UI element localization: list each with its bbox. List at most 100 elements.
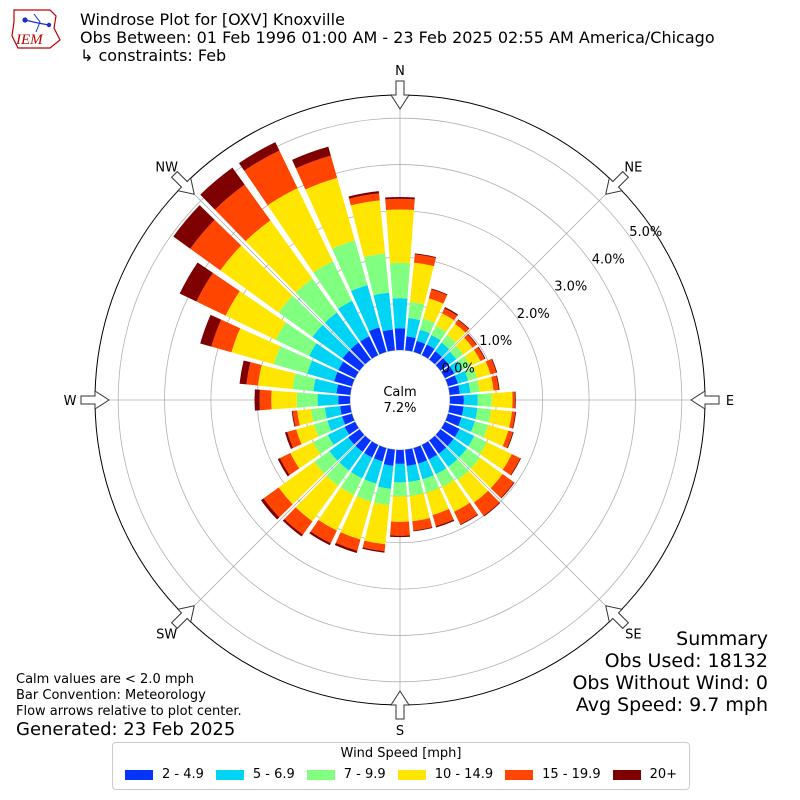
bar-130-bin-3 [470,457,503,489]
bar-350-bin-0 [382,329,395,352]
bar-20-bin-2 [419,318,435,334]
bar-350-bin-3 [350,200,386,258]
bar-330-bin-3 [267,188,333,273]
bar-230-bin-3 [278,461,325,505]
bar-70-bin-5 [491,358,498,373]
bar-300-bin-3 [225,291,286,340]
bar-70-bin-2 [464,367,478,381]
bar-240-bin-4 [279,453,300,476]
bar-200-bin-5 [334,542,358,553]
bar-30-bin-2 [431,325,447,341]
bar-60-bin-0 [441,366,455,379]
bar-270-bin-5 [254,389,260,411]
flow-arrows-note: Flow arrows relative to plot center. [16,704,242,719]
bar-240-bin-2 [313,434,334,455]
bar-290-bin-4 [211,319,241,353]
bar-140-bin-1 [438,447,458,467]
bar-190-bin-3 [364,502,390,545]
legend-item-0: 2 - 4.9 [124,767,204,782]
bar-50-bin-1 [443,351,457,365]
radial-tick-4: 4.0% [592,252,625,267]
bar-310-bin-2 [278,295,323,337]
bar-140-bin-4 [473,490,500,516]
bar-330-bin-0 [360,336,379,359]
bar-320-bin-3 [245,220,313,293]
bar-290-bin-3 [231,328,281,365]
bar-290-bin-1 [307,360,338,382]
iem-logo: IEM [11,9,61,49]
bar-100-bin-2 [475,407,492,423]
grid-spoke-se [435,435,616,616]
direction-label-nw: NW [155,161,178,176]
bar-10-bin-0 [405,336,416,352]
bar-40-bin-1 [435,342,450,357]
bar-200-bin-0 [373,445,387,462]
bar-120-bin-1 [454,428,475,447]
generated-date: Generated: 23 Feb 2025 [16,719,236,740]
bar-310-bin-4 [190,219,242,271]
bar-40-bin-3 [446,323,466,343]
bar-140-bin-2 [448,459,469,481]
bar-350-bin-2 [363,253,390,296]
bar-160-bin-2 [422,475,440,493]
chart-subtitle: Obs Between: 01 Feb 1996 01:00 AM - 23 F… [80,28,715,47]
bar-340-bin-2 [331,240,368,291]
bar-30-bin-0 [421,344,435,359]
bar-190-bin-1 [378,464,394,489]
flow-arrow-nw [170,170,195,195]
bar-270-bin-1 [317,393,339,407]
bar-210-bin-2 [340,472,363,496]
bar-160-bin-1 [418,460,434,480]
radial-tick-5: 5.0% [629,225,662,240]
summary-block: Summary Obs Used: 18132 Obs Without Wind… [572,628,768,716]
summary-title: Summary [676,628,768,650]
legend-swatch [397,769,426,780]
bar-300-bin-1 [309,343,344,371]
bar-130-bin-2 [459,448,481,469]
bar-80-bin-2 [468,380,480,393]
bar-100-bin-3 [488,409,513,428]
bar-280-bin-1 [313,378,339,394]
bar-250-bin-3 [296,424,319,445]
notes-block: Calm values are < 2.0 mph Bar Convention… [16,672,242,720]
bar-150-bin-0 [421,441,438,460]
flow-arrow-se [605,605,630,630]
bar-180-bin-5 [389,535,411,538]
grid-spoke-ne [435,184,616,365]
legend-title: Wind Speed [mph] [340,746,462,761]
bar-290-bin-2 [273,346,313,374]
bar-340-bin-5 [292,146,331,169]
legend-item-4: 15 - 19.9 [505,767,601,782]
bar-80-bin-1 [458,382,471,394]
bar-250-bin-4 [287,429,302,449]
legend-swatch [124,769,153,780]
direction-label-n: N [395,64,405,79]
flow-arrow-n [390,80,410,110]
bar-250-bin-2 [313,420,332,437]
bar-80-bin-4 [491,375,499,391]
flow-arrow-e [690,390,720,410]
legend: Wind Speed [mph] 2 - 4.9 5 - 6.9 7 - 9.9 10… [112,742,690,790]
bar-150-bin-5 [460,514,479,526]
flow-arrow-w [80,390,110,410]
bar-20-bin-1 [416,329,430,344]
bar-280-bin-2 [292,373,316,392]
bar-240-bin-5 [277,458,290,477]
bar-160-bin-0 [413,445,428,464]
bar-40-bin-2 [441,335,456,350]
bar-150-bin-4 [454,502,478,525]
bar-220-bin-0 [355,435,371,452]
bar-120-bin-2 [468,435,487,455]
bar-200-bin-1 [364,458,383,484]
direction-label-se: SE [625,627,641,642]
bar-320-bin-1 [324,312,359,350]
flow-arrow-sw [170,605,195,630]
bar-190-bin-4 [362,540,386,552]
bar-70-bin-4 [485,358,497,375]
bar-90-bin-0 [449,395,464,405]
bar-220-bin-3 [295,475,339,522]
bar-40-bin-4 [455,319,469,333]
bar-260-bin-4 [292,410,300,427]
bar-10-bin-2 [408,301,425,321]
bar-60-bin-3 [464,349,481,367]
